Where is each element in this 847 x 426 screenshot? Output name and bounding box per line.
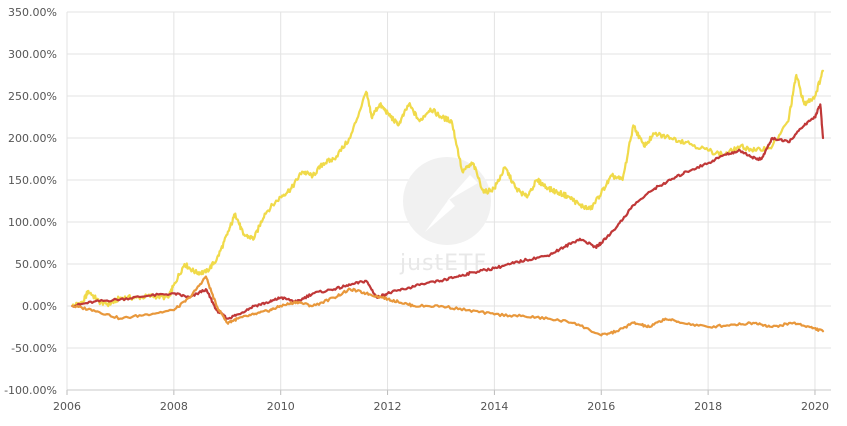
x-tick-label: 2020: [801, 400, 829, 413]
axes: -100.00% -50.00% 0.00% 50.00% 100.00% 150.00%…: [4, 6, 831, 413]
series-line-3: [71, 275, 825, 337]
series-line-2: [71, 103, 825, 320]
y-tick-label: 350.00%: [8, 6, 57, 19]
y-tick-label: -100.00%: [4, 384, 57, 397]
y-tick-label: 150.00%: [8, 174, 57, 187]
x-tick-label: 2010: [267, 400, 295, 413]
y-tick-label: 100.00%: [8, 216, 57, 229]
y-tick-label: 0.00%: [22, 300, 57, 313]
x-tick-label: 2012: [374, 400, 402, 413]
y-tick-label: -50.00%: [11, 342, 57, 355]
x-tick-label: 2018: [694, 400, 722, 413]
x-tick-label: 2014: [480, 400, 508, 413]
x-tick-label: 2008: [160, 400, 188, 413]
series-lines: [71, 69, 825, 337]
watermark-arrow-tail: [425, 199, 455, 232]
watermark-arrow: [447, 175, 478, 201]
y-tick-label: 300.00%: [8, 48, 57, 61]
y-tick-label: 250.00%: [8, 90, 57, 103]
series-line-1: [71, 69, 825, 308]
x-tick-label: 2016: [587, 400, 615, 413]
y-tick-label: 50.00%: [15, 258, 57, 271]
x-tick-label: 2006: [53, 400, 81, 413]
y-tick-label: 200.00%: [8, 132, 57, 145]
